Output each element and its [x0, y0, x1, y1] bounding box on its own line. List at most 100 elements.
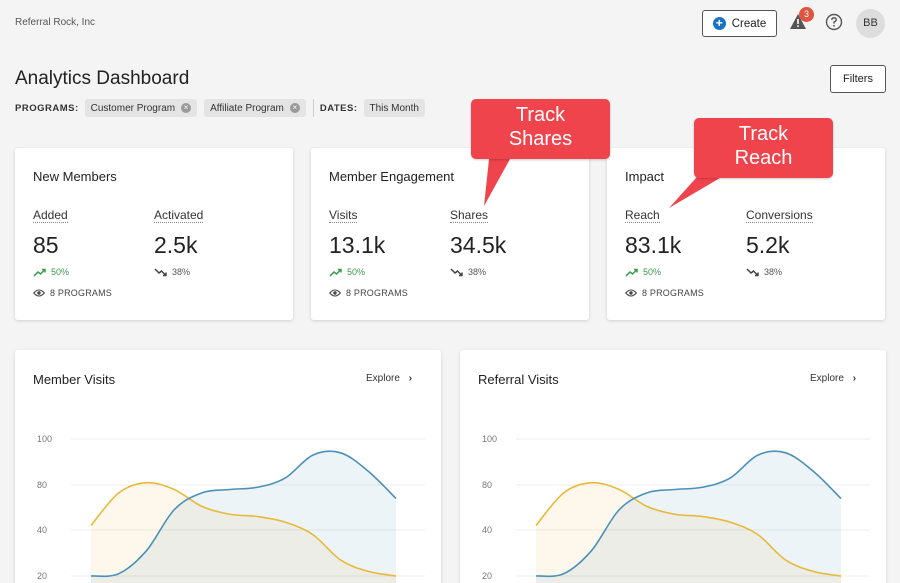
programs-count[interactable]: 8 PROGRAMS	[329, 288, 408, 298]
help-icon[interactable]	[825, 13, 843, 31]
y-tick-label: 100	[37, 434, 52, 444]
program-chip-label: Customer Program	[90, 102, 176, 114]
track-shares-callout: Track Shares	[471, 99, 610, 159]
y-tick-label: 80	[482, 480, 492, 490]
y-tick-label: 20	[37, 571, 47, 581]
explore-link[interactable]: Explore ›	[810, 373, 856, 384]
dates-filter-label: DATES:	[319, 102, 358, 114]
date-chip-label: This Month	[369, 102, 419, 114]
metric-value: 13.1k	[329, 232, 386, 258]
explore-label: Explore	[810, 373, 844, 384]
program-chip[interactable]: Customer Program ×	[84, 99, 198, 117]
chevron-right-icon: ›	[408, 373, 413, 384]
metric-change-value: 38%	[172, 267, 191, 277]
remove-chip-icon[interactable]: ×	[289, 103, 300, 113]
metric-change: 38%	[154, 267, 264, 277]
metric-value: 83.1k	[625, 232, 682, 258]
metric-change-value: 38%	[764, 267, 783, 277]
metric-change: 50%	[625, 267, 735, 277]
metric-change-value: 50%	[643, 267, 662, 277]
trend-up-icon	[33, 268, 46, 277]
chart-title: Referral Visits	[478, 372, 559, 387]
create-label: Create	[731, 17, 767, 30]
callout-pointer	[669, 168, 737, 208]
card-title: New Members	[33, 169, 117, 184]
eye-icon	[329, 289, 341, 297]
metric-label[interactable]: Reach	[625, 208, 660, 223]
metric: Conversions 5.2k 38%	[746, 206, 856, 277]
program-chip[interactable]: Affiliate Program ×	[204, 99, 306, 117]
metric-label[interactable]: Conversions	[746, 208, 813, 223]
chevron-right-icon: ›	[852, 373, 857, 384]
programs-filter-label: PROGRAMS:	[15, 102, 79, 114]
trend-up-icon	[625, 268, 638, 277]
metric: Activated 2.5k 38%	[154, 206, 264, 277]
metric: Reach 83.1k 50%	[625, 206, 735, 277]
series-area-0	[91, 482, 396, 583]
metric: Added 85 50%	[33, 206, 143, 277]
y-tick-label: 100	[482, 434, 497, 444]
programs-count-label: 8 PROGRAMS	[50, 288, 113, 298]
y-tick-label: 80	[37, 480, 47, 490]
company-name: Referral Rock, Inc	[15, 17, 96, 28]
chart-title: Member Visits	[33, 372, 116, 387]
programs-count[interactable]: 8 PROGRAMS	[33, 288, 112, 298]
card-title: Member Engagement	[329, 169, 455, 184]
metric-change-value: 50%	[51, 267, 70, 277]
program-chip-label: Affiliate Program	[210, 102, 284, 114]
series-area-0	[536, 482, 841, 583]
metric-change: 50%	[329, 267, 439, 277]
programs-count-label: 8 PROGRAMS	[346, 288, 409, 298]
series-area-1	[91, 451, 396, 583]
date-chip[interactable]: This Month	[363, 99, 425, 117]
metric-label[interactable]: Activated	[154, 208, 204, 223]
member-visits-chart-card: Member Visits Explore › 100 80 40 20	[15, 350, 441, 583]
metric-change: 50%	[33, 267, 143, 277]
track-reach-callout: Track Reach	[694, 118, 833, 178]
trend-down-icon	[154, 267, 167, 276]
metric: Shares 34.5k 38%	[450, 206, 560, 277]
metric-value: 2.5k	[154, 232, 198, 258]
filters-button[interactable]: Filters	[830, 65, 886, 93]
metric-label[interactable]: Visits	[329, 208, 358, 223]
remove-chip-icon[interactable]: ×	[181, 103, 192, 113]
card-title: Impact	[625, 169, 665, 184]
metric-value: 85	[33, 232, 59, 258]
trend-down-icon	[450, 267, 463, 276]
programs-count-label: 8 PROGRAMS	[642, 288, 705, 298]
user-avatar[interactable]: BB	[856, 9, 885, 38]
series-line-1	[90, 450, 397, 578]
metric-label[interactable]: Shares	[450, 208, 489, 223]
referral-visits-chart-card: Referral Visits Explore › 100 80 40 20	[460, 350, 886, 583]
series-line-1	[535, 450, 842, 578]
trend-up-icon	[329, 268, 342, 277]
stat-card-new-members: New Members Added 85 50% Activated 2.5k …	[15, 148, 293, 320]
metric-change: 38%	[746, 267, 856, 277]
top-bar: Referral Rock, Inc + Create 3 BB	[0, 0, 900, 48]
alert-count-badge: 3	[799, 7, 814, 22]
plus-icon: +	[712, 17, 726, 30]
filter-divider	[312, 99, 314, 117]
metric-value: 34.5k	[450, 232, 507, 258]
programs-count[interactable]: 8 PROGRAMS	[625, 288, 704, 298]
metric-value: 5.2k	[746, 232, 790, 258]
explore-label: Explore	[366, 373, 400, 384]
filter-row: PROGRAMS: Customer Program × Affiliate P…	[15, 98, 432, 118]
metric-label[interactable]: Added	[33, 208, 68, 223]
metric: Visits 13.1k 50%	[329, 206, 439, 277]
metric-change-value: 38%	[468, 267, 487, 277]
metric-change: 38%	[450, 267, 560, 277]
create-button[interactable]: + Create	[702, 10, 777, 37]
y-tick-label: 40	[482, 525, 492, 535]
eye-icon	[625, 289, 637, 297]
page-title: Analytics Dashboard	[15, 68, 190, 89]
referral-visits-chart: 100 80 40 20	[482, 434, 870, 583]
series-area-1	[536, 451, 841, 583]
trend-down-icon	[746, 267, 759, 276]
alert-icon[interactable]	[789, 13, 807, 31]
callout-pointer	[484, 150, 515, 206]
explore-link[interactable]: Explore ›	[366, 373, 412, 384]
member-visits-chart: 100 80 40 20	[37, 434, 425, 583]
metric-change-value: 50%	[347, 267, 366, 277]
y-tick-label: 20	[482, 571, 492, 581]
